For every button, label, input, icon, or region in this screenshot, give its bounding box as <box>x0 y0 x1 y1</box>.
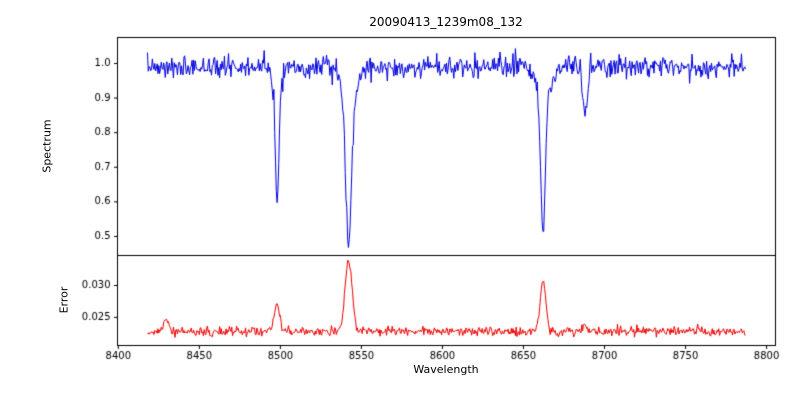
y-axis-label-error: Error <box>57 286 71 314</box>
chart-title: 20090413_1239m08_132 <box>369 15 523 29</box>
y-axis-label-spectrum: Spectrum <box>40 119 54 173</box>
x-axis-label: Wavelength <box>413 363 479 376</box>
